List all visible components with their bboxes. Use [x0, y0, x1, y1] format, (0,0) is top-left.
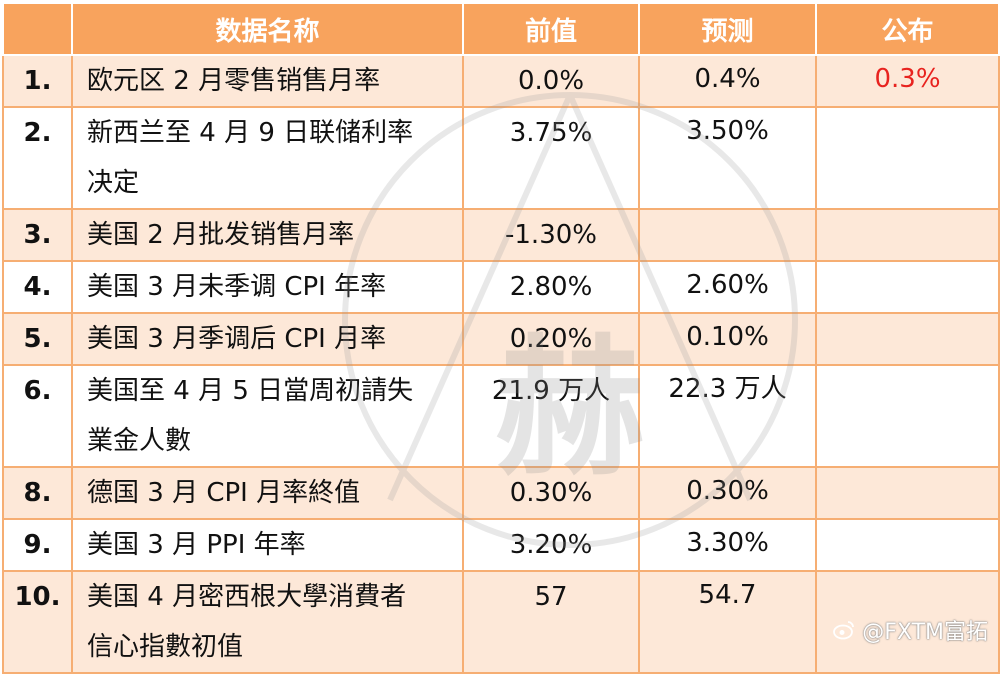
- brand-watermark: @FXTM富拓: [832, 614, 988, 646]
- row-previous: 57: [462, 570, 640, 674]
- row-published: 0.3%: [815, 54, 1000, 108]
- row-published: [815, 106, 1000, 210]
- row-previous: 0.30%: [462, 466, 640, 520]
- table-row: 5. 美国 3 月季调后 CPI 月率 0.20% 0.10%: [2, 312, 1000, 366]
- row-forecast: 0.10%: [638, 312, 817, 366]
- row-data-name: 美国至 4 月 5 日當周初請失 業金人數: [71, 364, 464, 468]
- row-number: 9.: [2, 518, 73, 572]
- row-forecast: 3.50%: [638, 106, 817, 210]
- row-forecast: 2.60%: [638, 260, 817, 314]
- row-data-name-line: 美国 3 月未季调 CPI 年率: [87, 272, 387, 302]
- row-number: 4.: [2, 260, 73, 314]
- row-data-name-line: 决定: [87, 168, 140, 198]
- row-previous: 3.75%: [462, 106, 640, 210]
- table-row: 4. 美国 3 月未季调 CPI 年率 2.80% 2.60%: [2, 260, 1000, 314]
- row-number: 5.: [2, 312, 73, 366]
- row-published: [815, 208, 1000, 262]
- row-previous: 0.20%: [462, 312, 640, 366]
- row-number: 10.: [2, 570, 73, 674]
- table-row: 6. 美国至 4 月 5 日當周初請失 業金人數 21.9 万人 22.3 万人: [2, 364, 1000, 468]
- row-number: 3.: [2, 208, 73, 262]
- row-previous: 3.20%: [462, 518, 640, 572]
- row-number: 8.: [2, 466, 73, 520]
- row-data-name-line: 美国 3 月 PPI 年率: [87, 530, 306, 560]
- table-row: 8. 德国 3 月 CPI 月率終值 0.30% 0.30%: [2, 466, 1000, 520]
- row-previous: 21.9 万人: [462, 364, 640, 468]
- row-previous: 2.80%: [462, 260, 640, 314]
- row-data-name-line: 美国 3 月季调后 CPI 月率: [87, 324, 387, 354]
- row-data-name: 美国 2 月批发销售月率: [71, 208, 464, 262]
- row-forecast: 3.30%: [638, 518, 817, 572]
- row-data-name-line: 美国 4 月密西根大學消費者: [87, 582, 407, 612]
- row-published: [815, 364, 1000, 468]
- row-number: 1.: [2, 54, 73, 108]
- row-data-name: 新西兰至 4 月 9 日联储利率 决定: [71, 106, 464, 210]
- row-data-name: 美国 4 月密西根大學消費者 信心指數初值: [71, 570, 464, 674]
- table-header-row: 数据名称 前值 预测 公布: [2, 2, 1000, 56]
- table-row: 2. 新西兰至 4 月 9 日联储利率 决定 3.75% 3.50%: [2, 106, 1000, 210]
- header-previous: 前值: [462, 2, 640, 56]
- row-data-name-line: 德国 3 月 CPI 月率終值: [87, 478, 361, 508]
- header-forecast: 预测: [638, 2, 817, 56]
- row-data-name: 美国 3 月 PPI 年率: [71, 518, 464, 572]
- row-published: [815, 260, 1000, 314]
- row-data-name-line: 新西兰至 4 月 9 日联储利率: [87, 118, 414, 148]
- header-number: [2, 2, 73, 56]
- table-row: 10. 美国 4 月密西根大學消費者 信心指數初值 57 54.7: [2, 570, 1000, 674]
- table-row: 9. 美国 3 月 PPI 年率 3.20% 3.30%: [2, 518, 1000, 572]
- table-row: 1. 欧元区 2 月零售销售月率 0.0% 0.4% 0.3%: [2, 54, 1000, 108]
- row-data-name-line: 信心指數初值: [87, 632, 244, 662]
- row-number: 6.: [2, 364, 73, 468]
- row-data-name-line: 欧元区 2 月零售销售月率: [87, 66, 381, 96]
- row-previous: 0.0%: [462, 54, 640, 108]
- row-forecast: 54.7: [638, 570, 817, 674]
- brand-label: @FXTM富拓: [862, 620, 988, 645]
- row-data-name-line: 美国 2 月批发销售月率: [87, 220, 355, 250]
- row-data-name: 美国 3 月季调后 CPI 月率: [71, 312, 464, 366]
- row-published: [815, 570, 1000, 674]
- row-data-name: 美国 3 月未季调 CPI 年率: [71, 260, 464, 314]
- table-row: 3. 美国 2 月批发销售月率 -1.30%: [2, 208, 1000, 262]
- row-data-name: 德国 3 月 CPI 月率終值: [71, 466, 464, 520]
- row-forecast: 0.4%: [638, 54, 817, 108]
- row-data-name: 欧元区 2 月零售销售月率: [71, 54, 464, 108]
- row-published: [815, 518, 1000, 572]
- row-previous: -1.30%: [462, 208, 640, 262]
- header-published: 公布: [815, 2, 1000, 56]
- row-number: 2.: [2, 106, 73, 210]
- row-forecast: [638, 208, 817, 262]
- header-data-name: 数据名称: [71, 2, 464, 56]
- weibo-icon: [833, 621, 855, 640]
- row-data-name-line: 業金人數: [87, 426, 192, 456]
- row-data-name-line: 美国至 4 月 5 日當周初請失: [87, 376, 414, 406]
- row-forecast: 22.3 万人: [638, 364, 817, 468]
- row-published: [815, 312, 1000, 366]
- row-forecast: 0.30%: [638, 466, 817, 520]
- row-published: [815, 466, 1000, 520]
